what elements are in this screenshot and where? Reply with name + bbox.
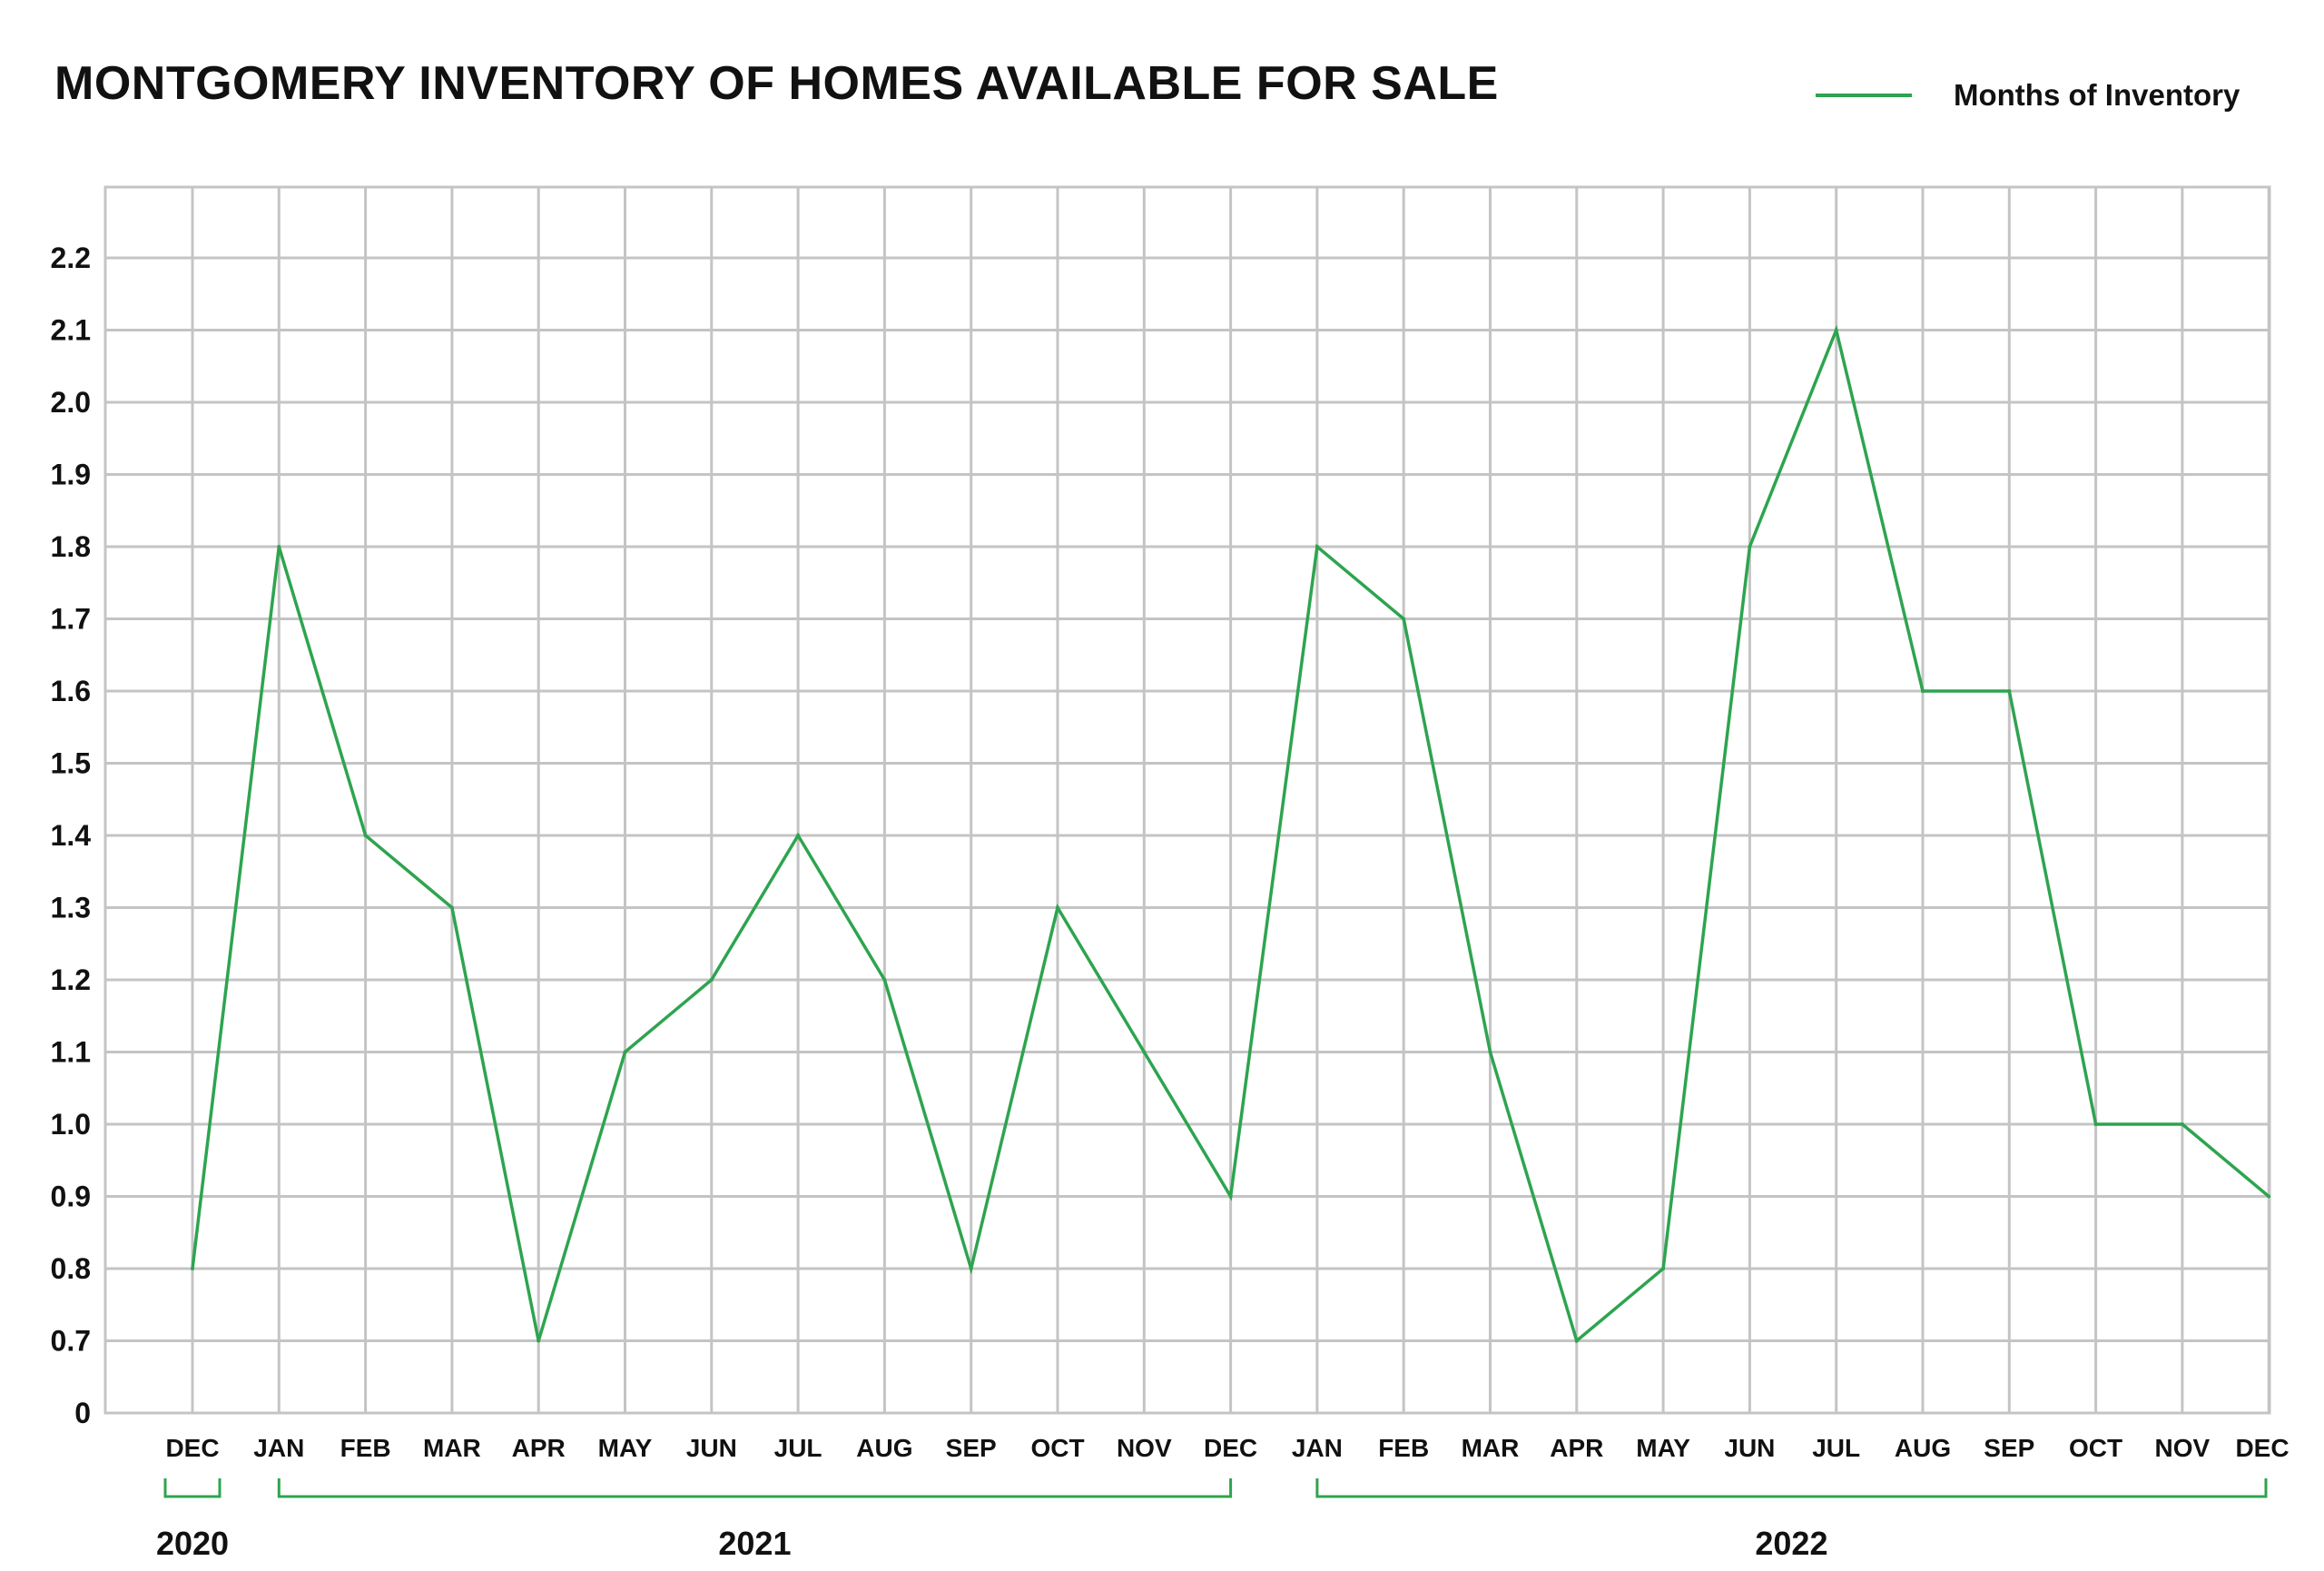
y-tick-label: 1.7 <box>51 603 91 636</box>
x-tick-label: AUG <box>1895 1434 1951 1462</box>
y-tick-label: 2.1 <box>51 314 91 347</box>
y-tick-label: 0 <box>74 1397 91 1429</box>
y-tick-label: 1.9 <box>51 459 91 491</box>
data-point <box>277 545 281 548</box>
x-tick-label: APR <box>512 1434 566 1462</box>
year-bracket <box>163 1478 222 1498</box>
x-tick-label: APR <box>1550 1434 1603 1462</box>
data-point <box>1315 545 1319 548</box>
x-axis-ticks: DEC JAN FEB MAR APR MAY JUN JUL AUG SEP OCT NOV DEC J… <box>165 1434 2289 1462</box>
data-point <box>1921 689 1925 693</box>
data-point <box>1574 1339 1579 1343</box>
x-tick-label: OCT <box>2069 1434 2122 1462</box>
x-tick-label: JUL <box>1812 1434 1860 1462</box>
y-tick-label: 1.3 <box>51 892 91 924</box>
x-tick-label: DEC <box>165 1434 219 1462</box>
y-tick-label: 1.0 <box>51 1108 91 1141</box>
data-point <box>2007 689 2012 693</box>
data-point <box>709 978 714 982</box>
plot-frame <box>103 185 2271 1415</box>
chart-title: MONTGOMERY INVENTORY OF HOMES AVAILABLE … <box>54 57 1499 110</box>
x-tick-label: JAN <box>253 1434 304 1462</box>
x-tick-label: JAN <box>1292 1434 1343 1462</box>
y-tick-label: 0.7 <box>51 1325 91 1358</box>
x-tick-label: NOV <box>2155 1434 2211 1462</box>
legend: Months of Inventory <box>1816 73 2240 118</box>
year-bracket <box>1315 1478 2268 1498</box>
year-label: 2022 <box>1755 1525 1827 1562</box>
x-tick-label: MAR <box>1462 1434 1520 1462</box>
data-point <box>623 1050 627 1054</box>
x-tick-label: MAR <box>423 1434 481 1462</box>
x-tick-label: JUN <box>1724 1434 1775 1462</box>
data-point <box>1834 328 1838 332</box>
y-tick-label: 1.6 <box>51 675 91 707</box>
y-tick-label: 1.5 <box>51 747 91 780</box>
y-axis-ticks: 0 0.7 0.8 0.9 1.0 1.1 1.2 1.3 1.4 1.5 1.6 1.7 1.8 1.9… <box>51 242 92 1429</box>
data-point <box>191 1267 194 1270</box>
data-point <box>1056 905 1059 910</box>
data-point <box>1228 1194 1233 1199</box>
x-tick-label: SEP <box>946 1434 997 1462</box>
y-tick-label: 1.4 <box>51 819 92 852</box>
x-tick-label: MAY <box>598 1434 653 1462</box>
x-tick-label: FEB <box>340 1434 391 1462</box>
y-tick-label: 2.2 <box>51 242 91 274</box>
x-tick-label: DEC <box>1204 1434 1257 1462</box>
data-point <box>969 1267 973 1270</box>
x-tick-label: SEP <box>1984 1434 2034 1462</box>
year-bracket <box>277 1478 1233 1498</box>
x-tick-label: NOV <box>1117 1434 1172 1462</box>
data-point <box>2267 1194 2271 1199</box>
x-tick-label: AUG <box>856 1434 912 1462</box>
x-tick-label: FEB <box>1378 1434 1429 1462</box>
data-point <box>2093 1122 2098 1126</box>
data-point <box>1402 617 1406 621</box>
y-tick-label: 1.8 <box>51 530 91 563</box>
data-point <box>1142 1050 1147 1054</box>
data-point <box>1661 1267 1666 1270</box>
legend-swatch <box>1816 94 1912 97</box>
x-tick-label: DEC <box>2235 1434 2289 1462</box>
x-tick-label: JUN <box>686 1434 737 1462</box>
data-point <box>2180 1122 2184 1126</box>
year-label: 2021 <box>718 1525 791 1562</box>
year-label: 2020 <box>156 1525 229 1562</box>
y-tick-label: 2.0 <box>51 386 91 419</box>
legend-label: Months of Inventory <box>1954 78 2240 112</box>
y-tick-label: 0.9 <box>51 1181 91 1213</box>
data-point <box>537 1339 541 1343</box>
grid <box>103 185 2271 1415</box>
x-tick-label: OCT <box>1030 1434 1084 1462</box>
data-point <box>449 905 454 910</box>
x-tick-label: MAY <box>1636 1434 1690 1462</box>
x-tick-label: JUL <box>774 1434 822 1462</box>
data-point <box>1748 545 1752 548</box>
data-point <box>796 834 801 837</box>
y-tick-label: 1.1 <box>51 1036 91 1069</box>
series-layer <box>191 324 2271 1344</box>
data-point <box>882 978 887 982</box>
data-point <box>363 834 368 837</box>
y-tick-label: 1.2 <box>51 963 91 996</box>
year-groups: 2020 2021 2022 <box>156 1478 2268 1562</box>
data-point <box>1488 1050 1492 1054</box>
y-tick-label: 0.8 <box>51 1252 91 1285</box>
